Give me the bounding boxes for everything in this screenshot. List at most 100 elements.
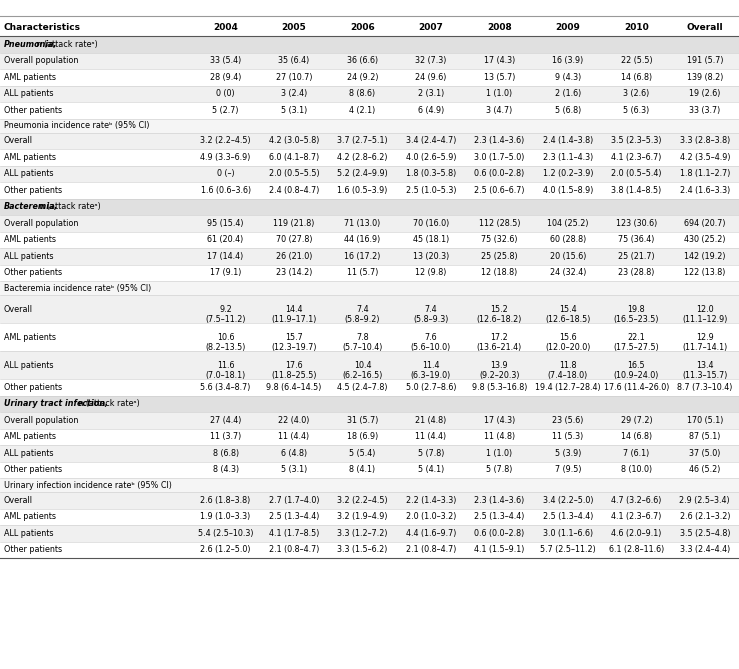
Text: AML patients: AML patients bbox=[4, 512, 56, 521]
Text: 5 (7.8): 5 (7.8) bbox=[486, 465, 513, 474]
Bar bbox=[0, 429, 739, 445]
Text: 5.2 (2.4–9.9): 5.2 (2.4–9.9) bbox=[337, 169, 388, 178]
Bar bbox=[0, 264, 739, 281]
Text: 14 (6.8): 14 (6.8) bbox=[621, 73, 652, 82]
Text: Overall: Overall bbox=[4, 496, 33, 504]
Text: (8.2–13.5): (8.2–13.5) bbox=[205, 343, 246, 352]
Text: 2.3 (1.4–3.6): 2.3 (1.4–3.6) bbox=[474, 496, 525, 504]
Text: Pneumonia,: Pneumonia, bbox=[4, 39, 58, 49]
Bar bbox=[0, 412, 739, 429]
Text: 23 (5.6): 23 (5.6) bbox=[552, 415, 584, 425]
Text: 36 (6.6): 36 (6.6) bbox=[347, 56, 378, 66]
Text: 2.5 (0.6–6.7): 2.5 (0.6–6.7) bbox=[474, 186, 525, 195]
Text: 17 (14.4): 17 (14.4) bbox=[208, 252, 244, 261]
Text: (5.8–9.3): (5.8–9.3) bbox=[413, 315, 449, 324]
Text: 8 (4.1): 8 (4.1) bbox=[350, 465, 375, 474]
Bar bbox=[0, 281, 739, 295]
Text: 0 (–): 0 (–) bbox=[217, 169, 234, 178]
Text: 19.8: 19.8 bbox=[627, 304, 645, 314]
Text: Overall: Overall bbox=[4, 136, 33, 145]
Text: 6 (4.9): 6 (4.9) bbox=[418, 106, 444, 115]
Text: ALL patients: ALL patients bbox=[4, 361, 53, 369]
Text: 13 (5.7): 13 (5.7) bbox=[484, 73, 515, 82]
Text: 13.9: 13.9 bbox=[491, 361, 508, 369]
Text: 33 (3.7): 33 (3.7) bbox=[689, 106, 721, 115]
Text: ALL patients: ALL patients bbox=[4, 169, 53, 178]
Text: 7 (9.5): 7 (9.5) bbox=[554, 465, 581, 474]
Bar bbox=[0, 508, 739, 525]
Text: 2.5 (1.3–4.4): 2.5 (1.3–4.4) bbox=[269, 512, 319, 521]
Text: (11.7–14.1): (11.7–14.1) bbox=[682, 343, 727, 352]
Text: ALL patients: ALL patients bbox=[4, 529, 53, 538]
Text: 2.9 (2.5–3.4): 2.9 (2.5–3.4) bbox=[679, 496, 730, 504]
Bar bbox=[0, 215, 739, 231]
Text: 25 (25.8): 25 (25.8) bbox=[481, 252, 518, 261]
Text: 21 (4.8): 21 (4.8) bbox=[415, 415, 446, 425]
Text: 2 (3.1): 2 (3.1) bbox=[418, 89, 444, 98]
Text: 19.4 (12.7–28.4): 19.4 (12.7–28.4) bbox=[535, 383, 601, 392]
Text: 14.4: 14.4 bbox=[285, 304, 303, 314]
Text: 15.4: 15.4 bbox=[559, 304, 576, 314]
Text: Urinary infection incidence rateᵇ (95% CI): Urinary infection incidence rateᵇ (95% C… bbox=[4, 480, 172, 490]
Text: 2.5 (1.0–5.3): 2.5 (1.0–5.3) bbox=[406, 186, 456, 195]
Text: (7.5–11.2): (7.5–11.2) bbox=[205, 315, 246, 324]
Bar bbox=[0, 18, 739, 36]
Text: 8.7 (7.3–10.4): 8.7 (7.3–10.4) bbox=[677, 383, 732, 392]
Text: (12.0–20.0): (12.0–20.0) bbox=[545, 343, 590, 352]
Bar bbox=[0, 118, 739, 132]
Text: 11 (3.7): 11 (3.7) bbox=[210, 432, 241, 442]
Text: 5 (6.3): 5 (6.3) bbox=[623, 106, 650, 115]
Bar bbox=[0, 132, 739, 149]
Text: 11 (4.8): 11 (4.8) bbox=[484, 432, 515, 442]
Text: (11.1–12.9): (11.1–12.9) bbox=[682, 315, 727, 324]
Text: 4.0 (2.6–5.9): 4.0 (2.6–5.9) bbox=[406, 153, 456, 162]
Text: 5.6 (3.4–8.7): 5.6 (3.4–8.7) bbox=[200, 383, 251, 392]
Text: Other patients: Other patients bbox=[4, 106, 62, 115]
Text: 7.8: 7.8 bbox=[356, 332, 369, 341]
Text: 44 (16.9): 44 (16.9) bbox=[344, 235, 381, 244]
Text: 95 (15.4): 95 (15.4) bbox=[208, 219, 244, 227]
Text: 17 (9.1): 17 (9.1) bbox=[210, 268, 242, 277]
Text: 10.6: 10.6 bbox=[217, 332, 234, 341]
Text: AML patients: AML patients bbox=[4, 235, 56, 244]
Text: 61 (20.4): 61 (20.4) bbox=[208, 235, 244, 244]
Text: AML patients: AML patients bbox=[4, 153, 56, 162]
Text: (12.3–19.7): (12.3–19.7) bbox=[271, 343, 317, 352]
Text: 2.1 (0.8–4.7): 2.1 (0.8–4.7) bbox=[406, 545, 456, 554]
Text: 9.8 (5.3–16.8): 9.8 (5.3–16.8) bbox=[471, 383, 527, 392]
Text: 3.5 (2.5–4.8): 3.5 (2.5–4.8) bbox=[680, 529, 730, 538]
Text: 28 (9.4): 28 (9.4) bbox=[210, 73, 242, 82]
Bar bbox=[0, 379, 739, 395]
Text: 4.1 (1.5–9.1): 4.1 (1.5–9.1) bbox=[474, 545, 525, 554]
Text: Other patients: Other patients bbox=[4, 268, 62, 277]
Text: 15.2: 15.2 bbox=[491, 304, 508, 314]
Text: 7.6: 7.6 bbox=[425, 332, 437, 341]
Text: 8 (10.0): 8 (10.0) bbox=[621, 465, 652, 474]
Text: 4.1 (1.7–8.5): 4.1 (1.7–8.5) bbox=[269, 529, 319, 538]
Text: 2.0 (1.0–3.2): 2.0 (1.0–3.2) bbox=[406, 512, 456, 521]
Text: 11.4: 11.4 bbox=[422, 361, 440, 369]
Text: 4.5 (2.4–7.8): 4.5 (2.4–7.8) bbox=[337, 383, 388, 392]
Text: 23 (14.2): 23 (14.2) bbox=[276, 268, 313, 277]
Text: 1 (1.0): 1 (1.0) bbox=[486, 449, 512, 458]
Text: 27 (10.7): 27 (10.7) bbox=[276, 73, 313, 82]
Text: 22.1: 22.1 bbox=[627, 332, 645, 341]
Text: 75 (32.6): 75 (32.6) bbox=[481, 235, 517, 244]
Text: Bacteremia incidence rateᵇ (95% CI): Bacteremia incidence rateᵇ (95% CI) bbox=[4, 284, 151, 292]
Text: 32 (7.3): 32 (7.3) bbox=[415, 56, 446, 66]
Bar bbox=[0, 462, 739, 478]
Text: 119 (21.8): 119 (21.8) bbox=[273, 219, 315, 227]
Text: 24 (9.2): 24 (9.2) bbox=[347, 73, 378, 82]
Text: (11.8–25.5): (11.8–25.5) bbox=[271, 371, 317, 380]
Text: 2.4 (1.4–3.8): 2.4 (1.4–3.8) bbox=[542, 136, 593, 145]
Text: 2006: 2006 bbox=[350, 23, 375, 31]
Text: AML patients: AML patients bbox=[4, 332, 56, 341]
Bar bbox=[0, 69, 739, 86]
Text: 45 (18.1): 45 (18.1) bbox=[413, 235, 449, 244]
Text: Other patients: Other patients bbox=[4, 186, 62, 195]
Text: 18 (6.9): 18 (6.9) bbox=[347, 432, 378, 442]
Text: 5.7 (2.5–11.2): 5.7 (2.5–11.2) bbox=[540, 545, 596, 554]
Text: ALL patients: ALL patients bbox=[4, 449, 53, 458]
Text: 22 (4.0): 22 (4.0) bbox=[279, 415, 310, 425]
Text: Urinary tract infection,: Urinary tract infection, bbox=[4, 399, 108, 408]
